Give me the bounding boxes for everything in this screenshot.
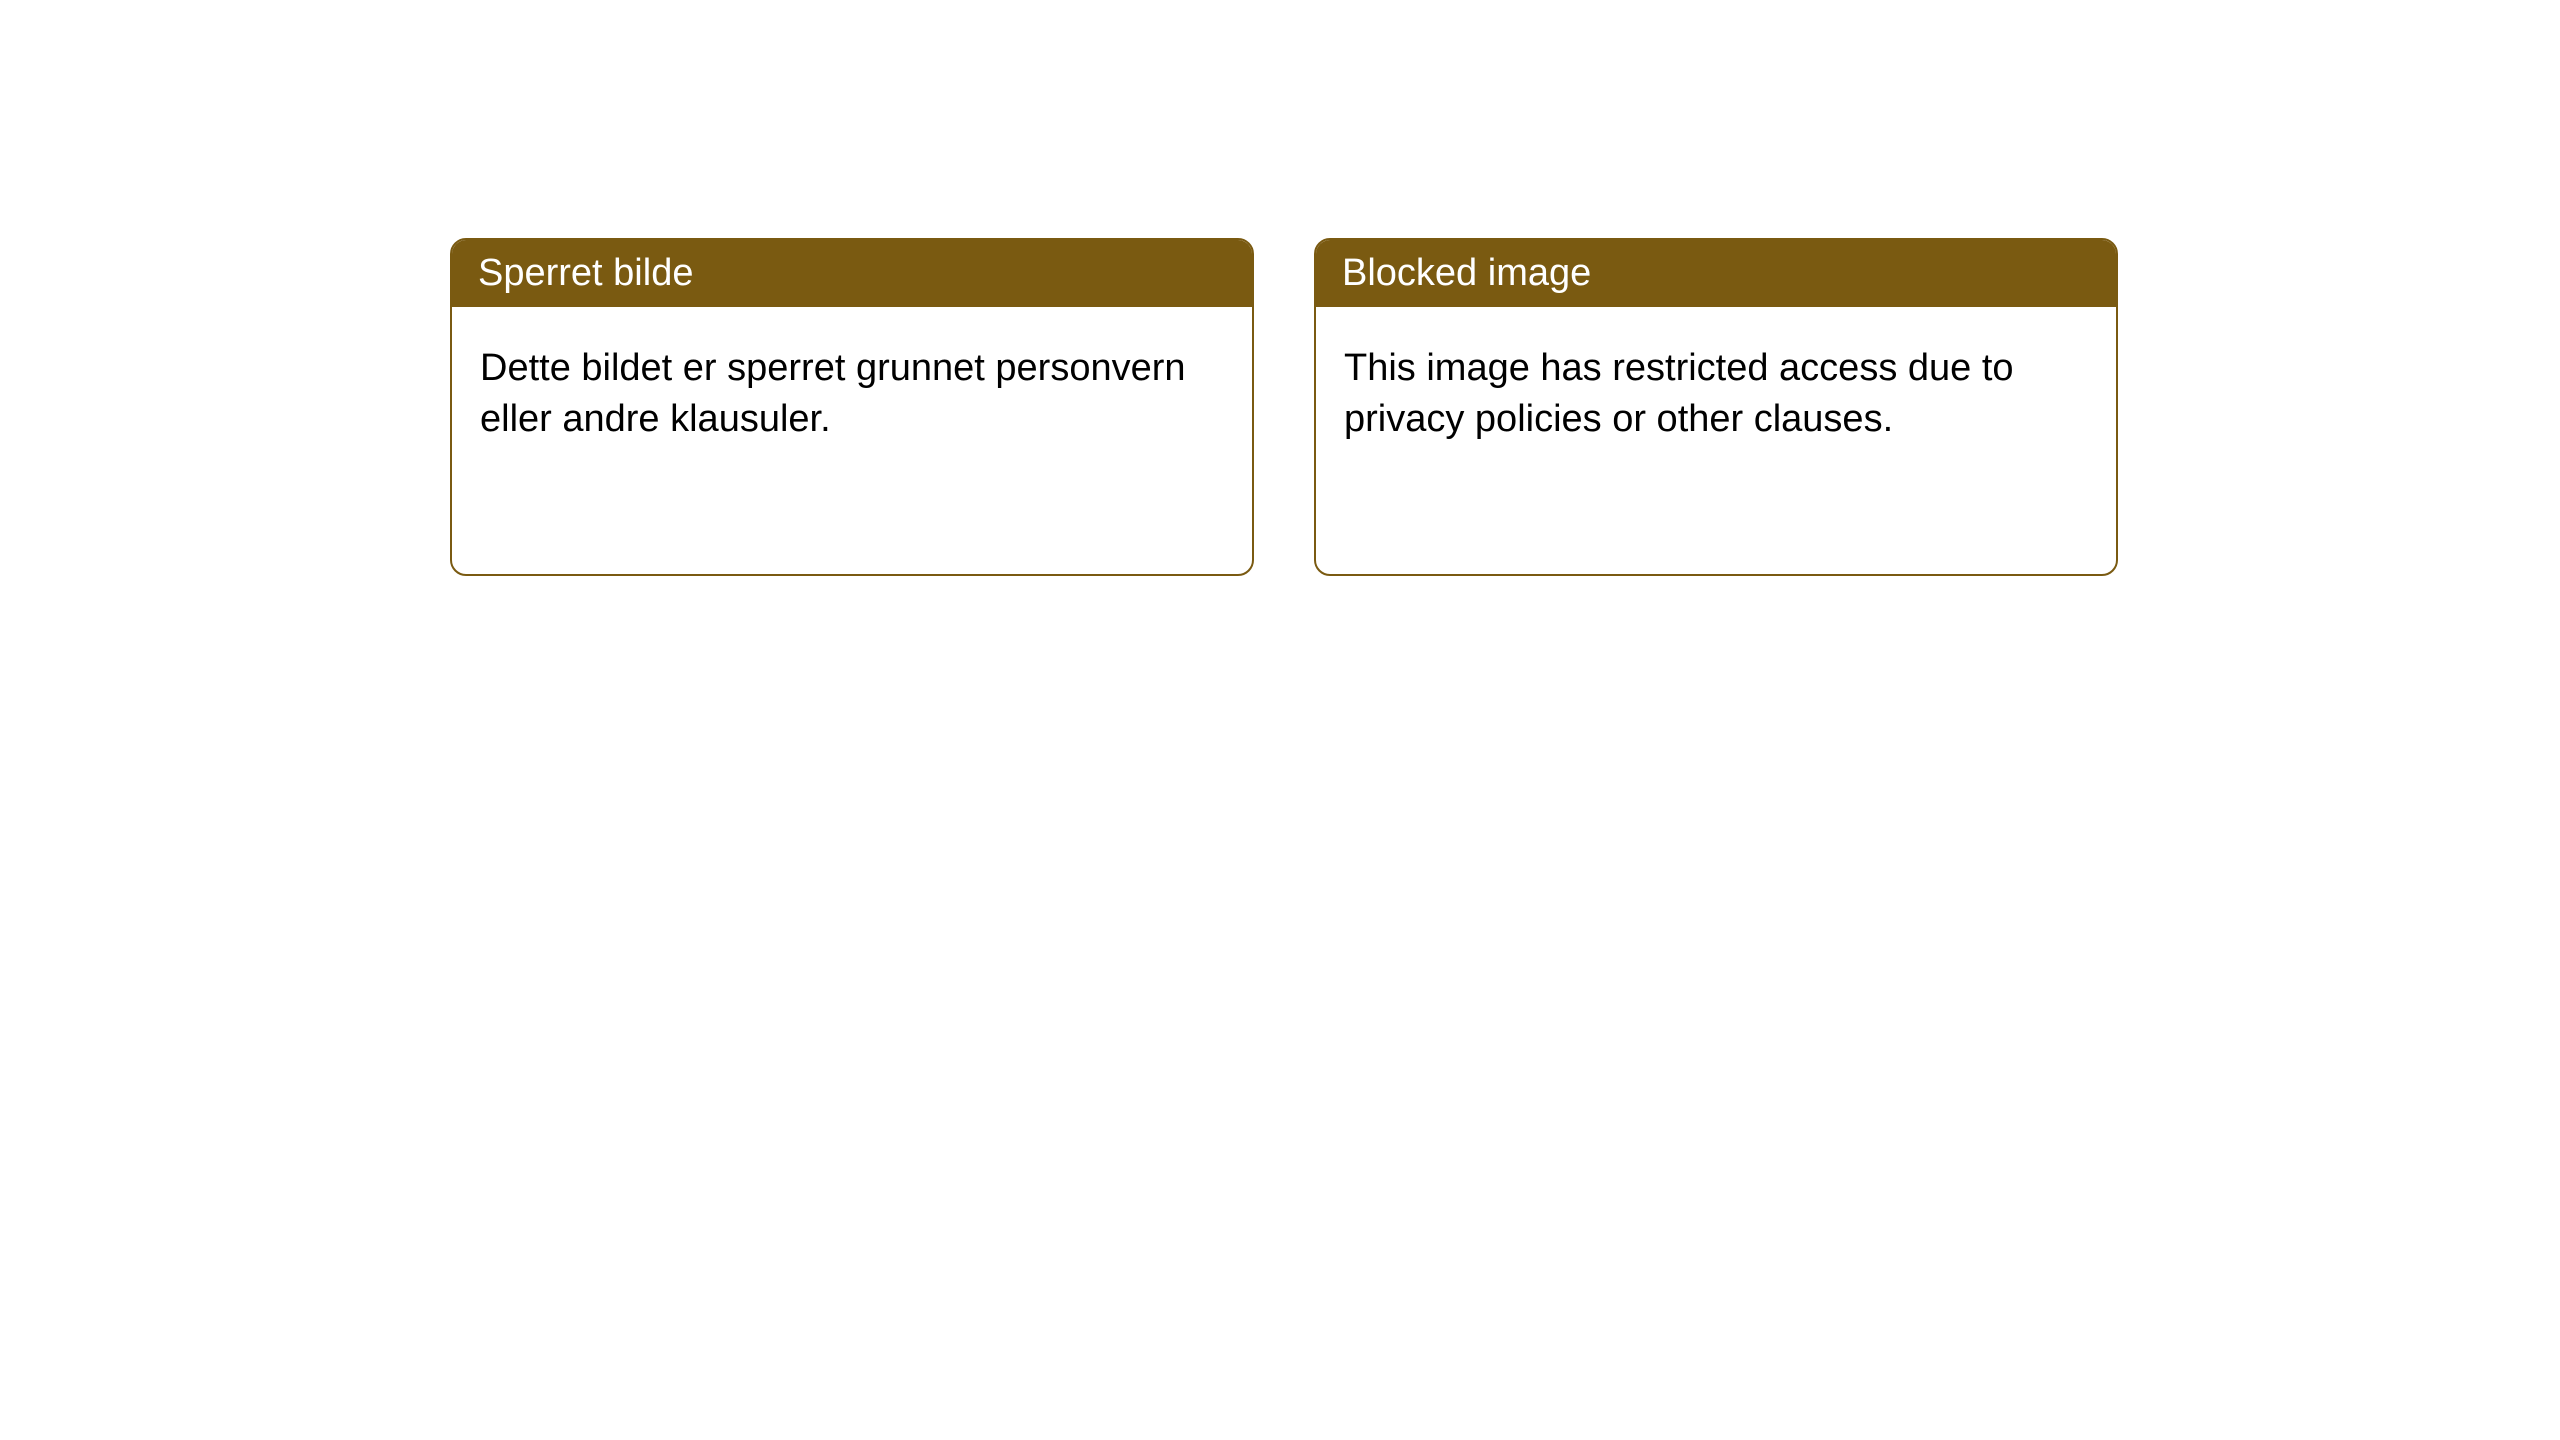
notice-title: Sperret bilde bbox=[478, 252, 693, 294]
notice-title: Blocked image bbox=[1342, 252, 1591, 294]
notice-body: Dette bildet er sperret grunnet personve… bbox=[452, 307, 1252, 482]
notice-header: Blocked image bbox=[1316, 240, 2116, 307]
notice-body-text: This image has restricted access due to … bbox=[1344, 347, 2014, 440]
notice-body: This image has restricted access due to … bbox=[1316, 307, 2116, 482]
notice-header: Sperret bilde bbox=[452, 240, 1252, 307]
notice-box-norwegian: Sperret bilde Dette bildet er sperret gr… bbox=[450, 238, 1254, 576]
notice-box-english: Blocked image This image has restricted … bbox=[1314, 238, 2118, 576]
notice-container: Sperret bilde Dette bildet er sperret gr… bbox=[0, 0, 2560, 576]
notice-body-text: Dette bildet er sperret grunnet personve… bbox=[480, 347, 1186, 440]
